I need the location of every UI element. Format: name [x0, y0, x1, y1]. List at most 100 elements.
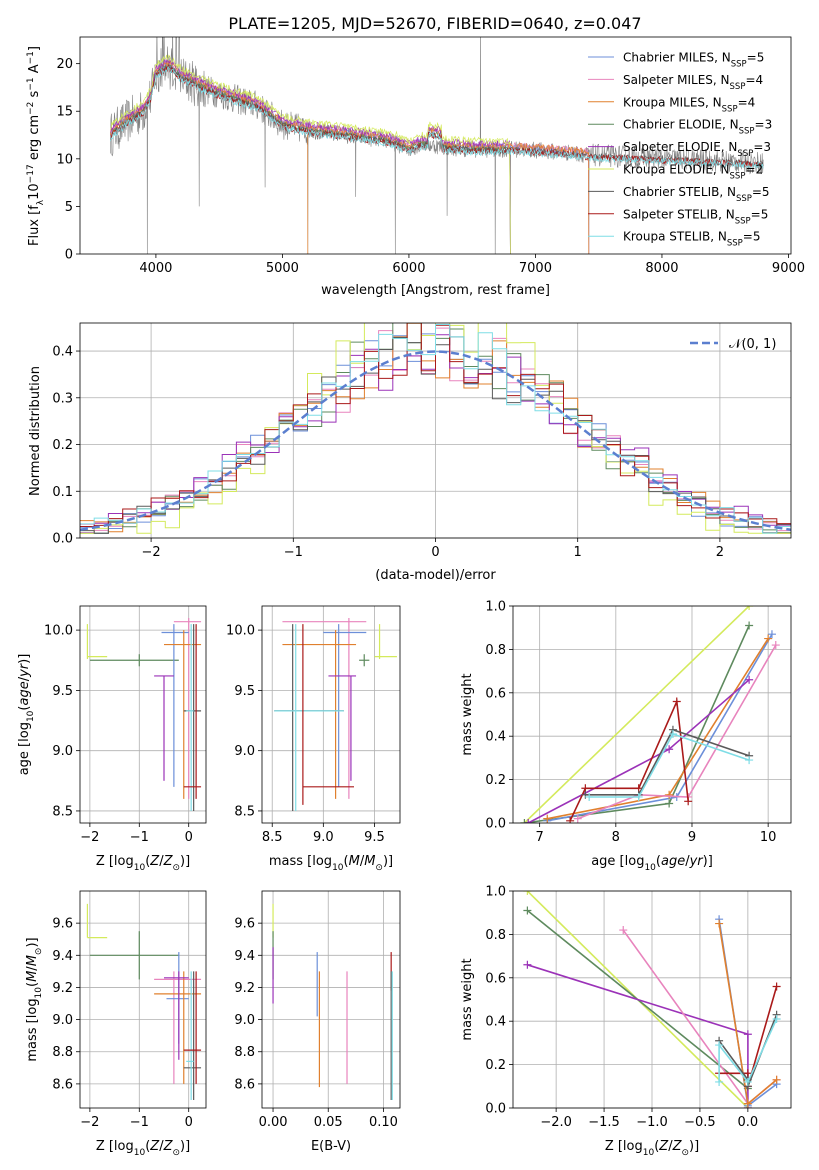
spectrum-xtick-label: 7000: [519, 261, 552, 276]
weight_vs_Z-xtick-label: −1.5: [588, 1115, 620, 1130]
weight_vs_Z-xlabel-part: (: [654, 1139, 659, 1154]
residuals-xtick-label: 1: [574, 545, 582, 560]
spectrum-model-line: [110, 54, 511, 254]
residuals-ytick-label: 0.0: [52, 532, 73, 547]
weight_vs_Z-xlabel-part: Z: [658, 1139, 669, 1154]
normal-curve: [80, 350, 791, 532]
spectrum-xtick-label: 8000: [645, 261, 678, 276]
weight-line: [585, 728, 750, 796]
weight-marker: [772, 1075, 781, 1084]
legend-label-main: Chabrier STELIB, N: [623, 185, 736, 199]
weight-marker: [772, 982, 781, 991]
weight_vs_age-xtick-label: 8: [612, 830, 620, 845]
weight_vs_age-ytick-label: 0.2: [485, 773, 506, 788]
weight_vs_age-ytick-label: 0.4: [485, 730, 506, 745]
mass_vs_Z-ytick-label: 9.2: [52, 981, 73, 996]
weight_vs_Z-ytick-label: 0.8: [485, 928, 506, 943]
residuals-ytick-label: 0.1: [52, 485, 73, 500]
weight_vs_Z-xlabel-part: 10: [643, 1148, 655, 1158]
spectrum-ylabel-part: s: [27, 90, 42, 101]
spectrum-xtick-label: 6000: [392, 261, 425, 276]
spectrum-ylabel-part: −1: [26, 77, 36, 90]
legend-label: Kroupa MILES, NSSP=4: [623, 95, 755, 114]
mass_vs_Z-frame: [79, 890, 207, 1109]
age_vs_Z-xlabel-part: Z: [163, 854, 174, 869]
age_vs_Z-plot-area: [86, 618, 202, 811]
mass_vs_Z-xlabel-part: ⊙: [172, 1148, 180, 1158]
weight_vs_Z-xtick-label: 0.0: [738, 1115, 759, 1130]
legend-label-sub: SSP: [722, 104, 738, 114]
age_vs_mass-xlabel-part: 10: [332, 863, 344, 873]
weight-marker: [672, 697, 681, 706]
spectrum-ylabel-part: −2: [26, 102, 36, 115]
spectrum-model-line: [110, 63, 511, 254]
mass_vs_Z-xlabel-part: 10: [134, 1148, 146, 1158]
age_vs_Z-frame: [79, 605, 207, 824]
weight-marker: [665, 799, 674, 808]
weight_vs_age-xtick-label: 7: [536, 830, 544, 845]
mass_vs_Z-ylabel-part: /: [25, 966, 40, 971]
spectrum-xtick-label: 4000: [139, 261, 172, 276]
age_vs_Z-xtick-label: −1: [130, 830, 149, 845]
residuals-ytick-label: 0.3: [52, 391, 73, 406]
weight-marker: [523, 960, 532, 969]
weight-marker: [665, 790, 674, 799]
residuals-xlabel: (data-model)/error: [375, 568, 496, 583]
residuals-xtick-label: −2: [142, 545, 161, 560]
weight_vs_age-ylabel: mass weight: [460, 673, 475, 755]
mass_vs_ebv-xtick-label: 0.00: [259, 1115, 288, 1130]
mass_vs_ebv-ytick-label: 8.8: [234, 1045, 255, 1060]
legend-label-tail: =4: [745, 73, 763, 87]
weight_vs_Z-xlabel-part: ⊙: [681, 1148, 689, 1158]
age_vs_Z-xlabel-part: ⊙: [172, 863, 180, 873]
weight-marker: [715, 1077, 724, 1086]
spectrum-xtick-label: 5000: [266, 261, 299, 276]
spectrum-ylabel-part: A: [27, 64, 42, 77]
residuals-ylabel: Normed distribution: [28, 366, 43, 496]
residuals-frame: [79, 322, 792, 539]
legend-label-tail: =5: [751, 207, 769, 221]
age_vs_Z-ylabel-part: 10: [26, 710, 36, 722]
weight-marker: [634, 792, 643, 801]
weight-marker: [665, 745, 674, 754]
mass_vs_ebv-panel: 0.00 0.05 0.10 8.6 8.8 9.0 9.2 9.4 9.6 E(B-V): [234, 890, 401, 1154]
weight-line: [589, 733, 750, 798]
mass_vs_ebv-xtick-label: 0.10: [369, 1115, 398, 1130]
mass_vs_Z-xlabel-part: Z: [149, 1139, 160, 1154]
weight-marker: [566, 816, 575, 823]
age_vs_Z-xlabel-part: /: [159, 854, 164, 869]
mass_vs_Z-xtick-label: −1: [130, 1115, 149, 1130]
age_vs_mass-xtick-label: 8.5: [262, 830, 283, 845]
figure-title: PLATE=1205, MJD=52670, FIBERID=0640, z=0…: [228, 14, 641, 33]
mass_vs_Z-xlabel-part: /: [159, 1139, 164, 1154]
weight_vs_Z-ytick-label: 1.0: [485, 885, 506, 900]
weight-marker: [764, 634, 773, 643]
weight-marker: [743, 1099, 752, 1108]
spectrum-ytick-label: 10: [56, 152, 73, 167]
spectrum-ylabel-part: −17: [26, 164, 36, 183]
spectrum-data-line: [110, 37, 764, 254]
age_vs_Z-xlabel-part: (: [145, 854, 150, 869]
spectrum-panel: 4000 5000 6000 7000 8000 9000 0 5 10 15 20 waveleng…: [26, 36, 805, 298]
weight-marker: [743, 1077, 752, 1086]
weight-marker: [585, 792, 594, 801]
legend-label-tail: =5: [752, 185, 770, 199]
weight-marker: [771, 641, 780, 650]
legend-label-tail: =3: [755, 118, 773, 132]
age_vs_mass-ytick-label: 9.0: [234, 744, 255, 759]
age_vs_mass-xlabel: mass [log10(M/M⊙)]: [269, 854, 393, 873]
mass_vs_Z-ytick-label: 8.8: [52, 1045, 73, 1060]
mass_vs_ebv-ytick-label: 9.6: [234, 917, 255, 932]
mass_vs_Z-ytick-label: 9.4: [52, 949, 73, 964]
residuals-xtick-label: 2: [716, 545, 724, 560]
spectrum-ytick-label: 0: [65, 248, 73, 263]
spectrum-model-line: [110, 66, 764, 170]
age_vs_Z-xlabel-part: Z [log: [96, 854, 134, 869]
legend-label-main: Chabrier MILES, N: [623, 51, 731, 65]
legend-label: Chabrier MILES, NSSP=5: [623, 51, 764, 70]
legend-label-sub: SSP: [730, 172, 746, 182]
spectrum-ytick-label: 15: [56, 105, 73, 120]
age_vs_Z-ylabel-part: (: [17, 706, 32, 711]
mass_vs_Z-xlabel-part: )]: [180, 1139, 190, 1154]
